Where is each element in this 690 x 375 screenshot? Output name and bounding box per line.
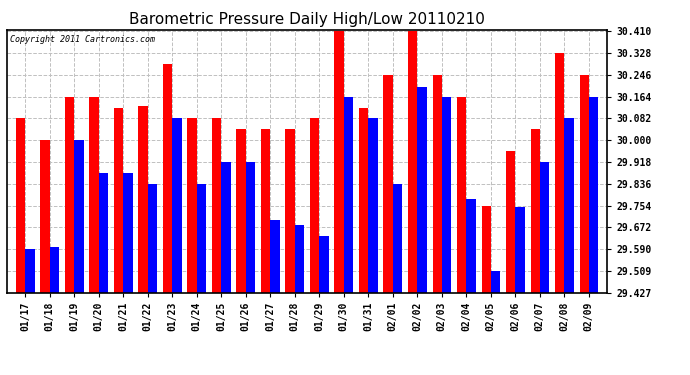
Bar [50,246,59,292]
Bar [163,64,172,292]
Bar [188,118,197,292]
Bar [344,97,353,292]
Bar [359,108,368,292]
Bar [16,118,26,292]
Bar [506,151,515,292]
Bar [555,53,564,292]
Bar [75,140,83,292]
Bar [368,118,377,292]
Bar [99,173,108,292]
Bar [246,162,255,292]
Bar [335,32,344,292]
Bar [221,162,230,292]
Bar [319,236,328,292]
Bar [41,140,50,292]
Bar [491,271,500,292]
Bar [540,162,549,292]
Bar [457,97,466,292]
Bar [393,184,402,292]
Bar [286,129,295,292]
Bar [442,97,451,292]
Bar [139,106,148,292]
Bar [212,118,221,292]
Text: Copyright 2011 Cartronics.com: Copyright 2011 Cartronics.com [10,35,155,44]
Bar [482,206,491,292]
Bar [261,129,270,292]
Bar [124,173,132,292]
Bar [65,97,75,292]
Bar [114,108,124,292]
Bar [310,118,319,292]
Bar [564,118,573,292]
Bar [531,129,540,292]
Bar [417,87,426,292]
Bar [515,207,524,292]
Bar [270,220,279,292]
Bar [384,75,393,292]
Bar [90,97,99,292]
Title: Barometric Pressure Daily High/Low 20110210: Barometric Pressure Daily High/Low 20110… [129,12,485,27]
Bar [197,184,206,292]
Bar [466,199,475,292]
Bar [237,129,246,292]
Bar [580,75,589,292]
Bar [589,97,598,292]
Bar [172,118,181,292]
Bar [408,32,417,292]
Bar [433,75,442,292]
Bar [148,184,157,292]
Bar [26,249,34,292]
Bar [295,225,304,292]
